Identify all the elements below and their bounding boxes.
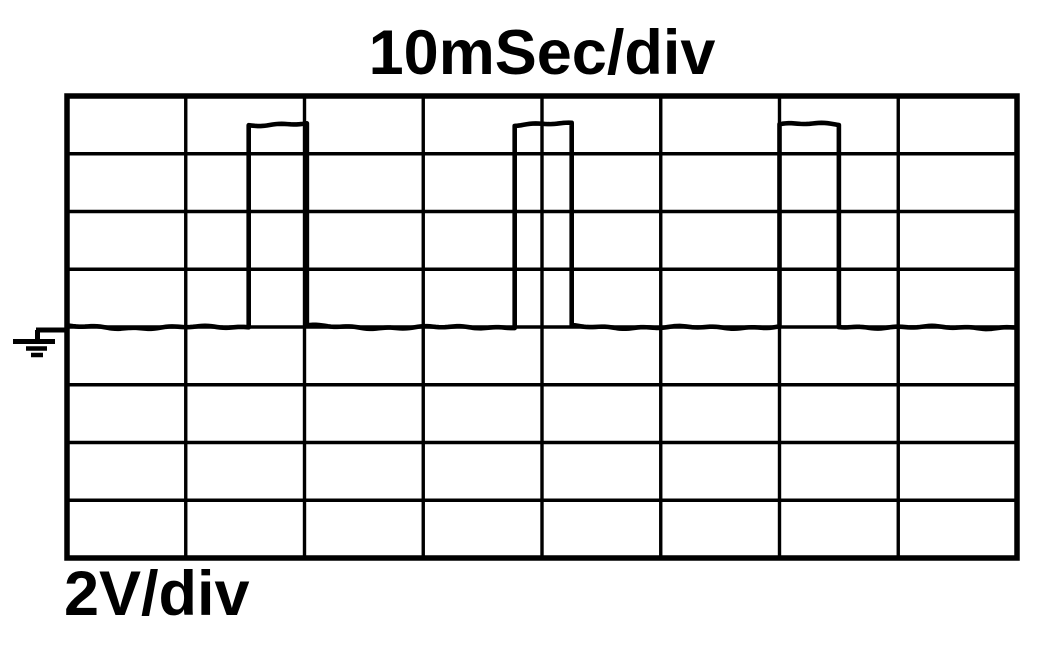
waveform-trace (64, 120, 1020, 332)
ground-reference-icon (13, 327, 69, 358)
volts-scale-label: 2V/div (64, 559, 250, 629)
timebase-label: 10mSec/div (368, 18, 716, 88)
